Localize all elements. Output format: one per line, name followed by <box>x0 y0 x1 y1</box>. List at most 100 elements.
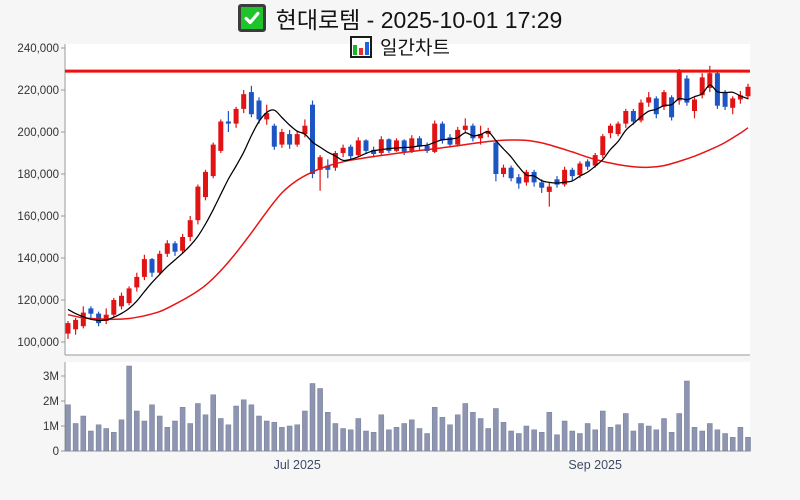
candle-body <box>722 92 728 107</box>
volume-bar <box>156 415 163 452</box>
volume-bar <box>88 430 94 452</box>
price-tick-label: 180,000 <box>17 169 59 181</box>
candle-body <box>600 136 606 156</box>
volume-bar <box>554 434 560 452</box>
chart-header: 현대로템 - 2025-10-01 17:29 일간차트 <box>0 0 800 59</box>
candle-body <box>714 73 720 106</box>
volume-bar <box>378 414 385 452</box>
candle-body <box>554 179 560 185</box>
candle-body <box>531 171 537 183</box>
candle-body <box>447 137 453 145</box>
candle-body <box>332 153 338 168</box>
candle-body <box>546 186 552 192</box>
price-tick-label: 140,000 <box>17 253 59 265</box>
volume-bar <box>538 432 545 452</box>
volume-tick-label: 1M <box>43 421 59 433</box>
candle-body <box>608 125 613 134</box>
candle-body <box>180 237 186 251</box>
volume-bar <box>638 423 644 452</box>
candle-body <box>172 243 178 252</box>
candle-body <box>615 123 621 135</box>
candle-body <box>187 220 193 237</box>
volume-bar <box>424 433 430 452</box>
candle-body <box>394 140 399 151</box>
volume-bar <box>187 423 193 452</box>
candle-body <box>134 276 140 288</box>
volume-bar <box>294 424 300 452</box>
ma-fast-line <box>67 84 749 322</box>
volume-bar <box>271 422 278 452</box>
candle-body <box>149 259 155 273</box>
checkbox-icon[interactable] <box>237 4 266 32</box>
volume-bar <box>653 429 660 452</box>
volume-bar <box>584 423 591 452</box>
candle-body <box>126 288 132 304</box>
candle-body <box>203 171 208 198</box>
price-tick-label: 100,000 <box>17 337 59 349</box>
volume-bar <box>141 420 148 452</box>
ma-slow-line <box>67 127 749 321</box>
page-title: 현대로템 - 2025-10-01 17:29 <box>275 7 563 33</box>
candle-body <box>439 123 445 141</box>
candlesticks-group <box>65 65 751 339</box>
candle-body <box>737 95 743 100</box>
volume-bar <box>256 415 262 452</box>
volume-bar <box>561 420 568 452</box>
candle-body <box>669 97 675 118</box>
candle-body <box>65 323 71 334</box>
volume-bar <box>118 419 125 452</box>
volume-bar <box>80 415 87 452</box>
volume-bar <box>623 413 629 452</box>
volume-bar <box>134 410 140 452</box>
volume-bar <box>286 425 293 452</box>
candle-body <box>638 102 644 121</box>
candle-body <box>424 145 430 151</box>
volume-bar <box>523 425 530 452</box>
volume-bar <box>340 428 346 452</box>
candle-body <box>256 100 262 120</box>
candle-body <box>302 125 308 135</box>
candle-body <box>363 140 369 151</box>
volume-bar <box>332 423 339 452</box>
volume-bar <box>516 433 522 452</box>
volume-bar <box>569 430 576 452</box>
volume-bar <box>615 424 621 452</box>
candle-body <box>470 125 476 139</box>
volume-bar <box>416 428 423 452</box>
x-tick-label: Jul 2025 <box>274 458 321 472</box>
candle-body <box>164 243 170 254</box>
candle-body <box>478 134 484 139</box>
volume-bar <box>546 412 553 452</box>
chart-type-label: 일간차트 <box>380 38 450 59</box>
candle-body <box>225 121 231 124</box>
candle-body <box>676 72 682 101</box>
candle-body <box>264 113 270 120</box>
candle-body <box>501 167 506 174</box>
volume-bar <box>645 425 652 452</box>
volume-bar <box>454 414 461 452</box>
volume-bar <box>164 427 171 452</box>
volume-bar <box>401 423 407 452</box>
volume-bars-group <box>65 365 751 452</box>
candle-body <box>371 149 377 154</box>
price-tick-label: 120,000 <box>17 295 59 307</box>
candle-body <box>210 144 216 177</box>
candle-body <box>218 121 224 151</box>
volume-bar <box>309 383 316 452</box>
volume-bar <box>439 417 446 452</box>
candle-body <box>592 155 598 166</box>
candle-body <box>485 130 491 135</box>
candle-body <box>562 169 568 185</box>
volume-bar <box>72 423 79 452</box>
bar-red <box>359 47 364 55</box>
candle-body <box>80 312 86 327</box>
candle-body <box>73 319 79 330</box>
volume-bar <box>699 430 705 452</box>
volume-bar <box>691 427 698 452</box>
volume-bar <box>607 427 614 452</box>
candle-body <box>317 157 323 170</box>
volume-bar <box>600 410 606 452</box>
candle-body <box>508 167 514 179</box>
